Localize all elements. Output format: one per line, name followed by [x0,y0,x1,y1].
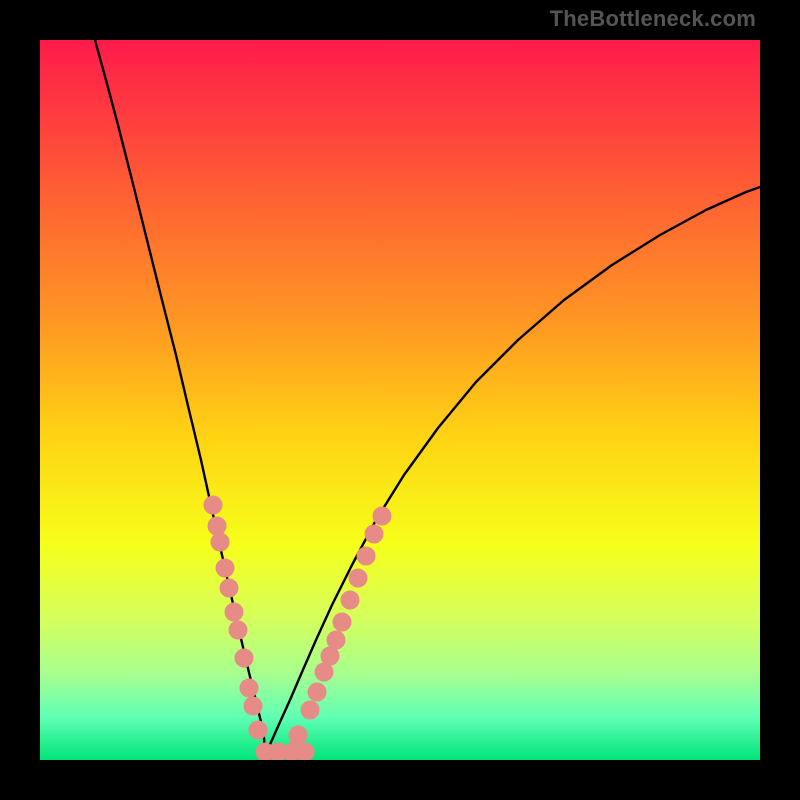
marker-point [225,603,243,621]
marker-point [249,721,267,739]
marker-point [327,631,345,649]
marker-point [341,591,359,609]
marker-point [373,507,391,525]
plot-area [40,40,760,760]
chart-background [40,40,760,760]
marker-point [211,533,229,551]
marker-point [301,701,319,719]
marker-point [289,726,307,744]
marker-point [365,525,383,543]
marker-point [204,496,222,514]
marker-point [321,647,339,665]
marker-point [220,579,238,597]
marker-point [333,613,351,631]
marker-point [216,559,234,577]
marker-point [235,649,253,667]
watermark-text: TheBottleneck.com [550,6,756,32]
marker-point [357,547,375,565]
marker-point [315,663,333,681]
marker-point [240,679,258,697]
chart-svg [40,40,760,760]
marker-point [296,743,314,760]
marker-point [208,517,226,535]
marker-point [229,621,247,639]
marker-point [244,697,262,715]
marker-point [308,683,326,701]
marker-point [349,569,367,587]
chart-frame: TheBottleneck.com [0,0,800,800]
